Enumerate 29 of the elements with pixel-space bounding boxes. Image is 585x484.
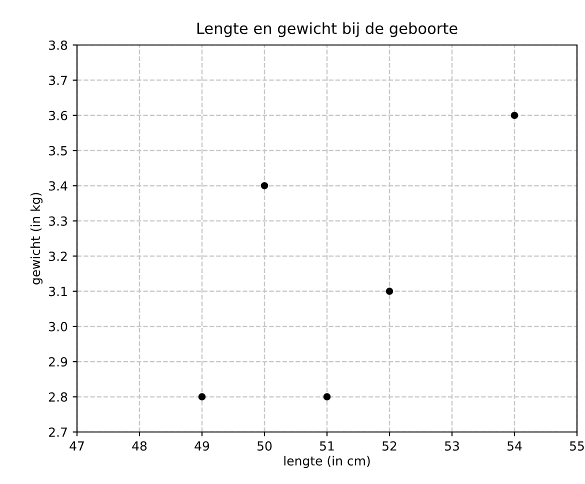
point (260, 182, 268, 190)
x-axis-title: lengte (in cm) (284, 456, 370, 468)
y-tick-label: 2.9 (49, 357, 68, 367)
y-tick-label: 2.8 (49, 392, 68, 402)
y-tick-label: 3.6 (49, 110, 68, 120)
y-tick-label: 3.5 (49, 146, 67, 156)
y-tick-label: 3.8 (49, 40, 68, 50)
x-tick-label: 54 (508, 441, 522, 451)
y-tick-label: 3.2 (49, 252, 67, 262)
point (198, 393, 206, 400)
y-tick-label: 3.4 (49, 181, 68, 191)
x-tick-label: 52 (382, 441, 396, 451)
x-tick-label: 50 (258, 441, 272, 451)
y-tick-label: 3.3 (49, 216, 67, 226)
x-tick-label: 55 (570, 441, 584, 451)
y-axis-title: gewicht (in kg) (30, 192, 43, 284)
x-tick-label: 53 (445, 441, 459, 451)
point (386, 288, 394, 295)
x-tick-label: 48 (132, 441, 147, 451)
x-tick-label: 49 (194, 441, 210, 451)
y-tick-label: 3.7 (49, 76, 67, 86)
chart-title: Lengte en gewicht bij de geboorte (197, 22, 458, 38)
point (323, 393, 331, 400)
x-tick-label: 47 (70, 441, 84, 451)
y-tick-label: 3.1 (49, 286, 67, 296)
y-tick-label: 2.7 (49, 427, 67, 437)
y-tick-label: 3.0 (49, 322, 68, 332)
point (510, 112, 518, 120)
x-tick-label: 51 (320, 441, 334, 451)
